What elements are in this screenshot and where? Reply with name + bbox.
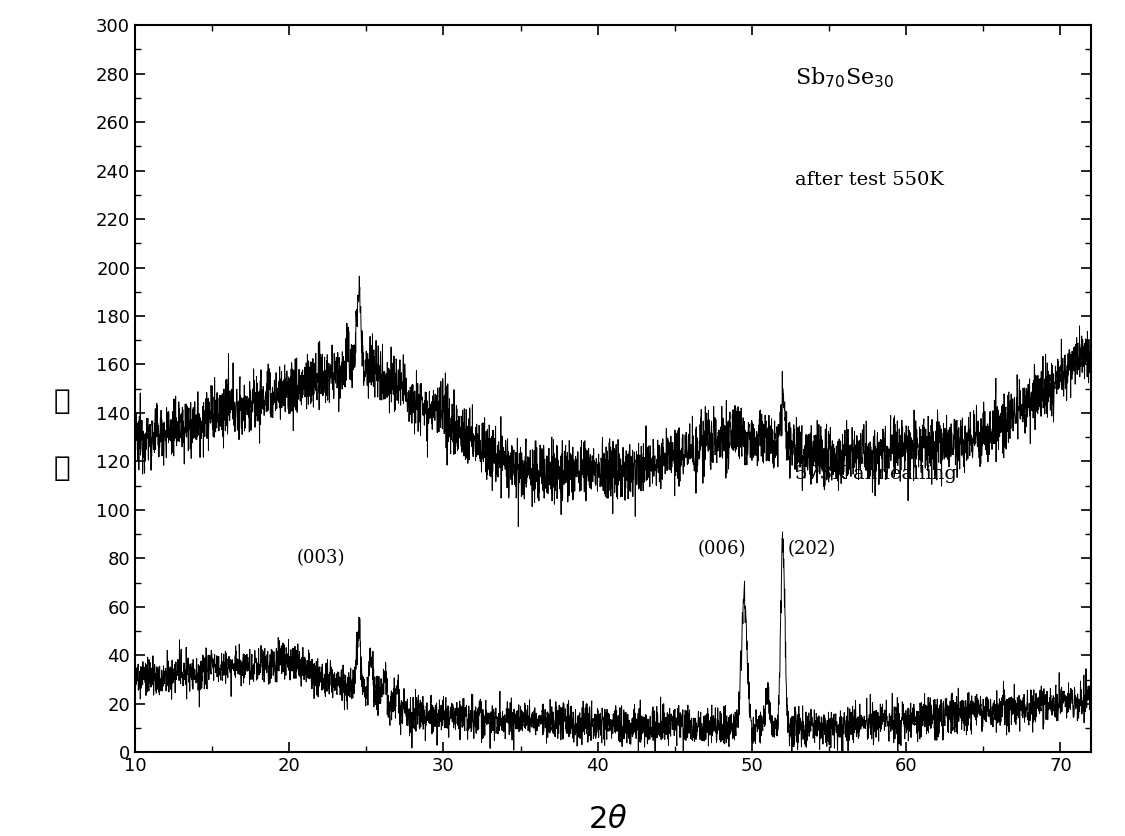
Text: 光: 光 <box>54 387 70 415</box>
Text: (006): (006) <box>698 539 747 558</box>
Text: 强: 强 <box>54 454 70 482</box>
Text: 573K annealling: 573K annealling <box>794 465 956 483</box>
Text: Sb$_{70}$Se$_{30}$: Sb$_{70}$Se$_{30}$ <box>794 65 894 89</box>
Text: (202): (202) <box>788 539 836 558</box>
Text: after test 550K: after test 550K <box>794 171 944 189</box>
Text: (003): (003) <box>297 549 345 568</box>
Text: $2\theta$: $2\theta$ <box>587 803 628 834</box>
